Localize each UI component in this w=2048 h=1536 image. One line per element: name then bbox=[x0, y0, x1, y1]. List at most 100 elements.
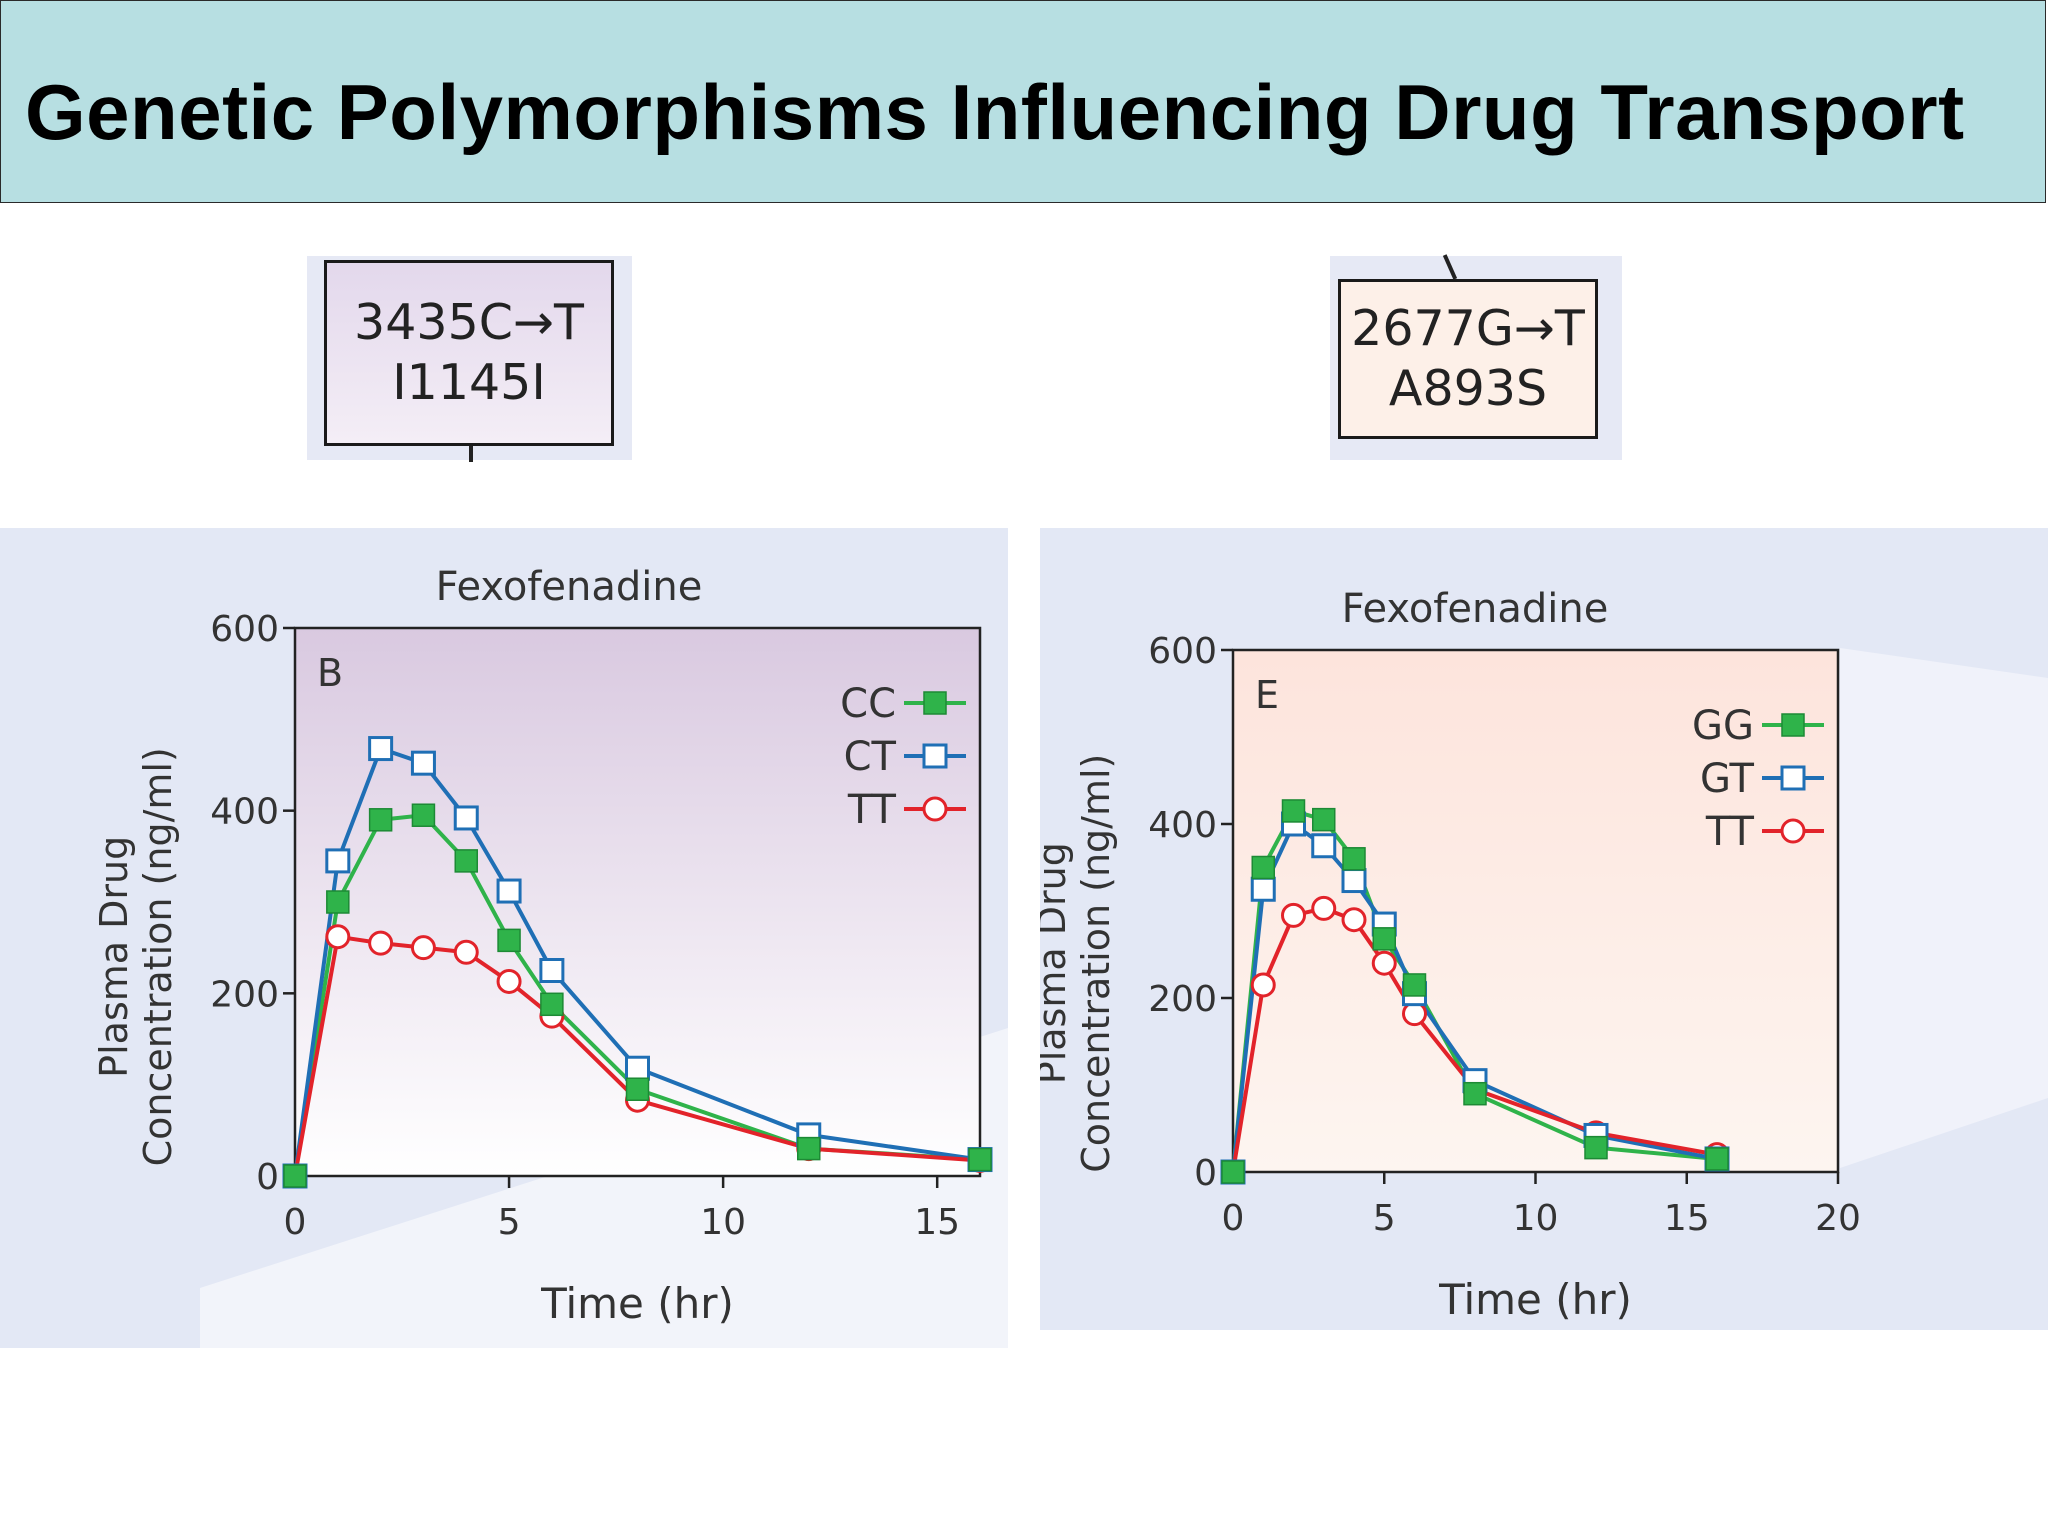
decorative-wedge bbox=[1840, 648, 2048, 1168]
data-point-gt bbox=[1311, 833, 1337, 859]
data-point-gg bbox=[1402, 973, 1427, 997]
y-tick-label: 400 bbox=[210, 792, 279, 833]
x-tick-label: 20 bbox=[1815, 1198, 1861, 1239]
data-point-gt bbox=[1341, 868, 1367, 894]
legend-label: GT bbox=[1700, 756, 1755, 802]
data-point-tt bbox=[1281, 902, 1306, 928]
y-axis-label-line2: Concentration (ng/ml) bbox=[136, 747, 180, 1166]
data-point-tt bbox=[325, 924, 351, 950]
data-point-tt bbox=[1371, 950, 1397, 976]
series-line-tt bbox=[1231, 906, 1718, 1173]
y-axis-label-line1: Plasma Drug bbox=[92, 836, 136, 1078]
mutation-nucleotide-change: 3435C→T bbox=[354, 294, 584, 351]
y-tick-label: 200 bbox=[1148, 979, 1217, 1020]
chart-title: Fexofenadine bbox=[436, 564, 703, 610]
series-line-cc bbox=[293, 813, 981, 1177]
chart-b: 0 200 400 600 0 5 10 15 Fexofenadine B Time (hr) Pl… bbox=[92, 564, 1008, 1348]
panel-label: B bbox=[317, 651, 343, 695]
data-point-gg bbox=[1281, 799, 1306, 823]
legend-label: TT bbox=[847, 787, 897, 833]
data-point-ct bbox=[368, 736, 394, 762]
mutation-amino-acid-change: I1145I bbox=[392, 354, 546, 411]
x-tick-label: 15 bbox=[1664, 1198, 1710, 1239]
y-tick-label: 600 bbox=[210, 609, 279, 650]
data-point-tt bbox=[453, 939, 479, 965]
data-point-tt bbox=[1311, 895, 1337, 921]
data-point-gg bbox=[1221, 1160, 1245, 1184]
data-point-ct bbox=[539, 958, 565, 983]
data-point-tt bbox=[410, 935, 436, 961]
x-tick-label: 5 bbox=[1373, 1198, 1396, 1239]
title-bar: Genetic Polymorphisms Influencing Drug T… bbox=[0, 0, 2046, 203]
data-point-ct bbox=[453, 805, 479, 831]
legend-label: TT bbox=[1705, 809, 1755, 855]
data-point-gg bbox=[1312, 807, 1336, 832]
x-tick-label: 10 bbox=[700, 1202, 746, 1243]
series-line-ct bbox=[293, 746, 981, 1177]
y-tick-label: 400 bbox=[1148, 805, 1217, 846]
legend-label: GG bbox=[1692, 703, 1754, 749]
y-axis-label-line1: Plasma Drug bbox=[1040, 842, 1074, 1084]
chart-e-root: 0 200 400 600 0 5 10 15 20 Fexofenadine E Time (hr)… bbox=[1040, 586, 1861, 1324]
data-point-gg bbox=[1251, 855, 1275, 880]
data-point-gg bbox=[1705, 1147, 1729, 1171]
data-point-tt bbox=[1250, 972, 1276, 998]
data-point-gg bbox=[1342, 847, 1366, 871]
data-point-gg bbox=[1372, 927, 1396, 951]
mutation-box-2677: 2677G→T A893S bbox=[1338, 279, 1598, 439]
chart-b-root: 0 200 400 600 0 5 10 15 Fexofenadine B Time (hr) Pl… bbox=[92, 564, 993, 1328]
x-tick-label: 0 bbox=[284, 1202, 307, 1243]
slide-title: Genetic Polymorphisms Influencing Drug T… bbox=[25, 68, 1965, 156]
legend-marker bbox=[922, 743, 948, 769]
data-point-cc bbox=[454, 849, 478, 873]
data-point-cc bbox=[411, 803, 436, 827]
data-point-tt bbox=[368, 930, 394, 956]
chart-panel-e: 0 200 400 600 0 5 10 15 20 Fexofenadine E Time (hr)… bbox=[1040, 528, 2048, 1330]
data-point-cc bbox=[368, 808, 393, 832]
legend-marker bbox=[1780, 765, 1806, 791]
mutation-box-3435: 3435C→T I1145I bbox=[324, 260, 614, 446]
x-axis-label: Time (hr) bbox=[540, 1279, 734, 1328]
data-point-cc bbox=[326, 890, 350, 914]
x-tick-label: 15 bbox=[914, 1202, 960, 1243]
legend-label: CC bbox=[840, 681, 896, 727]
panel-label: E bbox=[1255, 673, 1279, 717]
legend-marker bbox=[1780, 818, 1806, 844]
mutation-amino-acid-change: A893S bbox=[1388, 360, 1548, 417]
y-tick-label: 0 bbox=[1194, 1153, 1217, 1194]
x-tick-label: 5 bbox=[498, 1202, 521, 1243]
data-point-ct bbox=[496, 878, 522, 904]
x-tick-label: 0 bbox=[1222, 1198, 1245, 1239]
chart-title: Fexofenadine bbox=[1342, 586, 1609, 632]
data-point-cc bbox=[540, 992, 564, 1017]
legend-label: CT bbox=[844, 734, 897, 780]
connector-line-b bbox=[469, 446, 473, 462]
data-point-cc bbox=[497, 928, 521, 953]
legend-marker bbox=[923, 691, 947, 715]
data-point-ct bbox=[325, 848, 351, 874]
y-tick-label: 200 bbox=[210, 974, 279, 1015]
data-point-cc bbox=[968, 1147, 992, 1172]
data-point-cc bbox=[283, 1164, 307, 1188]
data-point-gt bbox=[1250, 876, 1276, 902]
data-point-tt bbox=[496, 968, 522, 994]
series-line-gt bbox=[1231, 822, 1718, 1173]
data-point-gg bbox=[1584, 1135, 1608, 1160]
y-tick-label: 0 bbox=[256, 1157, 279, 1198]
y-tick-label: 600 bbox=[1148, 631, 1217, 672]
chart-panel-b: 0 200 400 600 0 5 10 15 Fexofenadine B Time (hr) Pl… bbox=[0, 528, 1008, 1348]
legend-marker bbox=[1781, 713, 1805, 737]
data-point-cc bbox=[625, 1077, 650, 1101]
x-tick-label: 10 bbox=[1513, 1198, 1559, 1239]
data-point-gg bbox=[1463, 1081, 1487, 1106]
data-point-tt bbox=[1341, 907, 1367, 933]
x-axis-label: Time (hr) bbox=[1438, 1275, 1632, 1324]
y-axis-label-line2: Concentration (ng/ml) bbox=[1074, 754, 1118, 1173]
legend-marker bbox=[922, 796, 948, 822]
series-line-tt bbox=[293, 934, 981, 1177]
mutation-nucleotide-change: 2677G→T bbox=[1351, 300, 1585, 357]
data-point-ct bbox=[625, 1055, 650, 1081]
chart-e: 0 200 400 600 0 5 10 15 20 Fexofenadine E Time (hr)… bbox=[1040, 586, 2048, 1324]
data-point-ct bbox=[410, 750, 436, 776]
data-point-cc bbox=[797, 1136, 821, 1161]
